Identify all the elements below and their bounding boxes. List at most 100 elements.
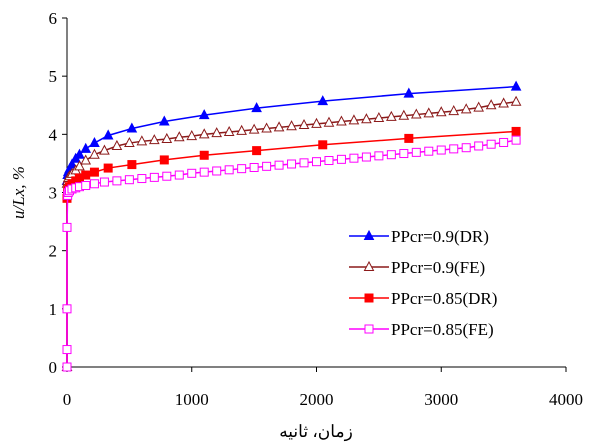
series-point [80, 142, 92, 153]
series-point [237, 164, 247, 174]
series-point [99, 144, 110, 155]
series-point [410, 108, 422, 119]
series-point [174, 170, 184, 180]
series-point [312, 157, 321, 167]
series-point [162, 171, 172, 181]
series-point [198, 128, 210, 139]
series-point [89, 167, 99, 177]
series-point [212, 166, 222, 176]
series-point [449, 144, 459, 154]
series-point [336, 115, 347, 126]
series-point [112, 176, 122, 186]
y-tick-label: 6 [49, 9, 58, 28]
series-point [251, 102, 262, 113]
series-point [99, 177, 109, 187]
legend-label: PPcr=0.9(DR) [391, 227, 489, 246]
series-point [436, 145, 446, 155]
series-point [223, 125, 235, 137]
series-point [403, 87, 415, 98]
series-point [386, 150, 396, 160]
legend-entry: PPcr=0.9(FE) [349, 258, 485, 277]
series-point [474, 141, 484, 151]
series-point [286, 120, 297, 131]
series-point [498, 97, 509, 108]
series-point [62, 222, 72, 232]
y-tick-label: 1 [49, 300, 58, 319]
y-tick-label: 4 [49, 125, 58, 144]
series-point [510, 80, 522, 91]
series-point [124, 136, 135, 148]
series-point [148, 134, 160, 145]
series-point [386, 110, 397, 121]
legend-label: PPcr=0.9(FE) [391, 258, 485, 277]
series-point [89, 179, 99, 189]
series-point [249, 162, 259, 172]
series-point [348, 114, 360, 125]
series-point [511, 126, 521, 136]
series-point [187, 168, 197, 178]
series-point [248, 123, 260, 134]
series-point [89, 148, 100, 159]
series-point [161, 132, 173, 143]
series-point [173, 131, 185, 142]
series-point [424, 146, 434, 156]
series-point [274, 160, 284, 170]
series-point [411, 147, 421, 157]
x-tick-label: 3000 [424, 390, 458, 409]
series-point [136, 135, 148, 146]
series-point [318, 140, 328, 150]
series-point [111, 139, 123, 150]
series-point [323, 116, 335, 127]
series-point [287, 159, 297, 169]
series-point [399, 149, 409, 159]
series-point [158, 115, 170, 126]
series-point [311, 117, 322, 128]
series-4 [62, 135, 521, 372]
series-point [103, 163, 113, 173]
series-2 [61, 95, 522, 371]
series-point [486, 139, 496, 149]
series-point [361, 113, 372, 124]
x-tick-label: 4000 [549, 390, 583, 409]
legend-swatch-marker [363, 260, 375, 271]
series-point [198, 109, 210, 120]
series-point [80, 154, 92, 165]
series-point [124, 175, 134, 185]
series-point [499, 137, 509, 147]
legend-swatch-marker [363, 229, 375, 240]
series-point [299, 158, 309, 168]
series-layer [61, 80, 522, 372]
legend-label: PPcr=0.85(FE) [391, 320, 494, 339]
series-point [485, 99, 497, 110]
series-point [317, 95, 329, 106]
series-point [81, 170, 91, 180]
legend-entry: PPcr=0.85(DR) [349, 289, 497, 308]
legend-swatch-marker [364, 293, 374, 303]
series-point [361, 152, 371, 162]
series-point [211, 127, 223, 138]
series-point [336, 154, 346, 164]
series-point [62, 304, 72, 314]
legend: PPcr=0.9(DR) PPcr=0.9(FE) PPcr=0.85(DR) PPc… [349, 227, 497, 339]
series-point [62, 362, 72, 372]
series-point [374, 151, 384, 161]
axes: 0 1 2 3 4 5 6 0 1000 2000 3000 4000 [49, 9, 584, 409]
series-point [62, 345, 72, 355]
series-point [137, 174, 147, 184]
series-point [102, 129, 114, 140]
x-tick-label: 1000 [175, 390, 209, 409]
series-point [149, 172, 159, 182]
series-point [224, 165, 234, 175]
y-tick-label: 0 [49, 358, 58, 377]
x-axis-title: زمان، ثانیه [279, 422, 353, 442]
series-point [461, 143, 471, 153]
y-tick-label: 2 [49, 242, 58, 261]
series-point [324, 156, 334, 166]
series-point [298, 118, 310, 130]
series-point [473, 101, 485, 112]
y-axis-title: u/Lx, % [9, 166, 28, 219]
series-point [127, 160, 137, 170]
series-point [460, 103, 472, 114]
series-point [126, 122, 138, 133]
